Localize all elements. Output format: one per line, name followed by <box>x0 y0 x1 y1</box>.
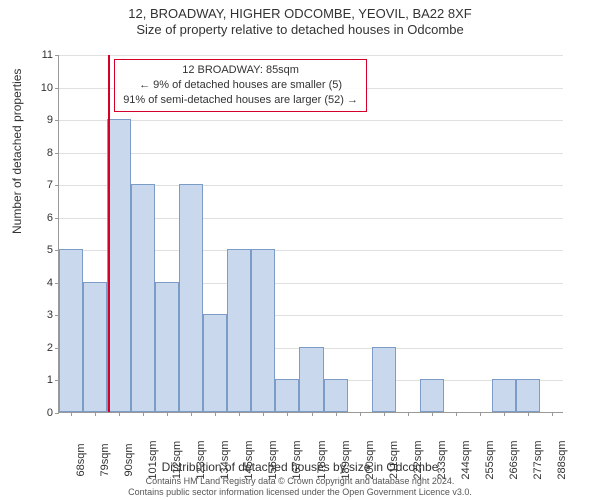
histogram-bar <box>107 119 131 412</box>
x-axis-label: Distribution of detached houses by size … <box>0 460 600 474</box>
xtick-mark <box>263 412 264 416</box>
title-block: 12, BROADWAY, HIGHER ODCOMBE, YEOVIL, BA… <box>0 0 600 37</box>
xtick-mark <box>239 412 240 416</box>
ytick-label: 3 <box>47 309 59 321</box>
xtick-mark <box>432 412 433 416</box>
histogram-bar <box>59 249 83 412</box>
xtick-label: 90sqm <box>119 429 135 462</box>
histogram-bar <box>179 184 203 412</box>
xtick-mark <box>119 412 120 416</box>
title-address: 12, BROADWAY, HIGHER ODCOMBE, YEOVIL, BA… <box>0 6 600 21</box>
gridline <box>59 120 563 121</box>
ytick-label: 4 <box>47 277 59 289</box>
ytick-label: 6 <box>47 212 59 224</box>
ytick-label: 2 <box>47 342 59 354</box>
ytick-label: 11 <box>42 49 59 61</box>
plot-region: 0123456789101168sqm79sqm90sqm101sqm112sq… <box>58 55 563 413</box>
plot-inner: 0123456789101168sqm79sqm90sqm101sqm112sq… <box>58 55 563 413</box>
ytick-label: 0 <box>47 407 59 419</box>
histogram-bar <box>203 314 227 412</box>
xtick-mark <box>336 412 337 416</box>
xtick-mark <box>360 412 361 416</box>
histogram-bar <box>420 379 444 412</box>
xtick-mark <box>143 412 144 416</box>
ytick-label: 1 <box>47 374 59 386</box>
xtick-label: 79sqm <box>95 429 111 462</box>
ytick-label: 9 <box>47 114 59 126</box>
xtick-mark <box>456 412 457 416</box>
xtick-mark <box>480 412 481 416</box>
reference-line <box>108 55 110 412</box>
histogram-bar <box>299 347 323 412</box>
ytick-label: 7 <box>47 179 59 191</box>
xtick-mark <box>167 412 168 416</box>
xtick-mark <box>95 412 96 416</box>
annotation-box: 12 BROADWAY: 85sqm← 9% of detached house… <box>114 59 367 112</box>
histogram-bar <box>372 347 396 412</box>
ytick-label: 5 <box>47 244 59 256</box>
histogram-bar <box>155 282 179 412</box>
chart-container: 12, BROADWAY, HIGHER ODCOMBE, YEOVIL, BA… <box>0 0 600 500</box>
histogram-bar <box>83 282 107 412</box>
annotation-line3: 91% of semi-detached houses are larger (… <box>123 93 358 108</box>
xtick-mark <box>528 412 529 416</box>
histogram-bar <box>131 184 155 412</box>
histogram-bar <box>275 379 299 412</box>
ytick-label: 8 <box>47 147 59 159</box>
annotation-line1: 12 BROADWAY: 85sqm <box>123 63 358 78</box>
annotation-line2: ← 9% of detached houses are smaller (5) <box>123 78 358 93</box>
footer-line2: Contains public sector information licen… <box>0 487 600 498</box>
histogram-bar <box>516 379 540 412</box>
footer: Contains HM Land Registry data © Crown c… <box>0 476 600 498</box>
xtick-mark <box>384 412 385 416</box>
xtick-mark <box>215 412 216 416</box>
xtick-mark <box>191 412 192 416</box>
xtick-label: 68sqm <box>71 429 87 462</box>
xtick-mark <box>312 412 313 416</box>
xtick-mark <box>408 412 409 416</box>
xtick-mark <box>287 412 288 416</box>
histogram-bar <box>492 379 516 412</box>
footer-line1: Contains HM Land Registry data © Crown c… <box>0 476 600 487</box>
histogram-bar <box>227 249 251 412</box>
gridline <box>59 55 563 56</box>
xtick-mark <box>71 412 72 416</box>
xtick-mark <box>552 412 553 416</box>
y-axis-label: Number of detached properties <box>10 69 24 234</box>
gridline <box>59 153 563 154</box>
ytick-label: 10 <box>41 82 59 94</box>
histogram-bar <box>251 249 275 412</box>
histogram-bar <box>324 379 348 412</box>
xtick-mark <box>504 412 505 416</box>
title-subtitle: Size of property relative to detached ho… <box>0 22 600 37</box>
